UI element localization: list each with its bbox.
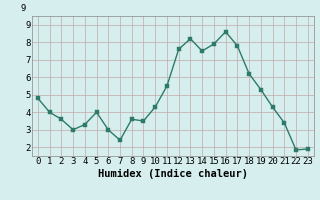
Text: 9: 9 (21, 4, 26, 13)
X-axis label: Humidex (Indice chaleur): Humidex (Indice chaleur) (98, 169, 248, 179)
